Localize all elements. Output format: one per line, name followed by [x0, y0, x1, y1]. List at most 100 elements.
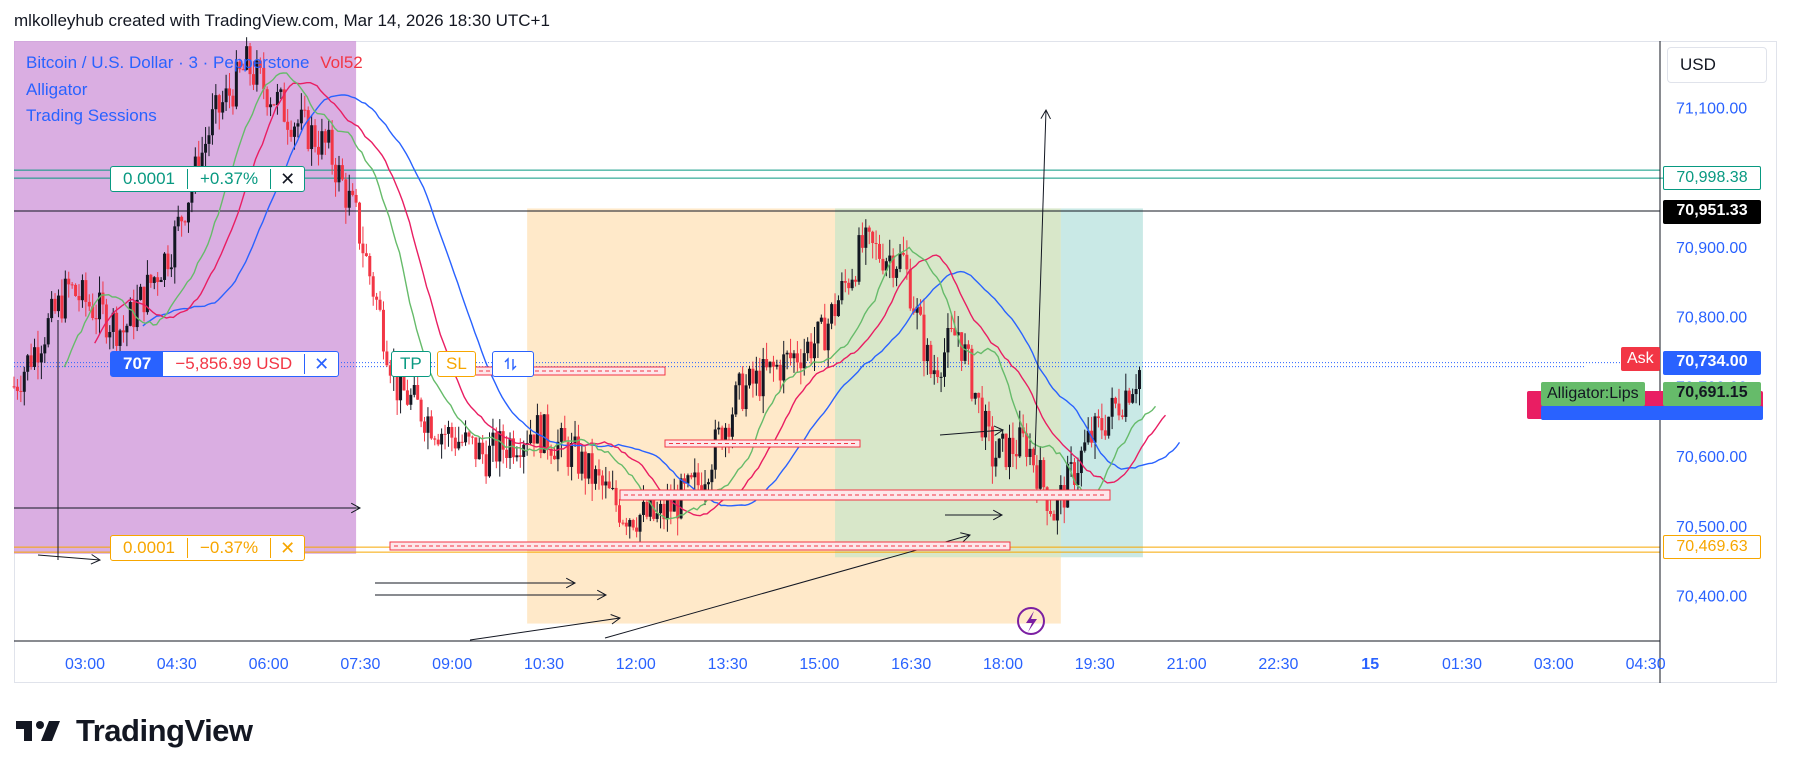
candle-body	[378, 299, 382, 310]
add-tp-button[interactable]: TP	[391, 351, 431, 377]
candle-body	[819, 317, 823, 322]
candle-body	[932, 370, 936, 375]
candle-body	[994, 457, 998, 467]
legend-sessions[interactable]: Trading Sessions	[26, 106, 157, 125]
candle-body	[1066, 463, 1070, 508]
candle-body	[1120, 415, 1124, 417]
candle-body	[279, 89, 283, 92]
candle-body	[1086, 430, 1090, 443]
candle-body	[936, 370, 940, 378]
candle-body	[234, 61, 238, 107]
drawn-arrow	[469, 617, 621, 641]
stop-loss-box[interactable]: 0.0001 −0.37% ✕	[110, 535, 306, 561]
symbol-name[interactable]: Bitcoin / U.S. Dollar · 3 · Pepperstone	[26, 53, 310, 72]
candle-body	[782, 354, 786, 381]
candle-body	[676, 495, 680, 519]
candle-body	[293, 126, 297, 137]
candle-body	[785, 352, 789, 355]
candle-body	[22, 371, 26, 392]
take-profit-box[interactable]: 0.0001 +0.37% ✕	[110, 166, 306, 192]
candle-body	[405, 390, 409, 405]
candle-body	[217, 95, 221, 113]
candle-body	[344, 179, 348, 208]
position-box[interactable]: 707 −5,856.99 USD ✕	[110, 351, 340, 377]
legend-symbol[interactable]: Bitcoin / U.S. Dollar · 3 · Pepperstone …	[26, 53, 363, 73]
candle-body	[91, 306, 95, 319]
candle-body	[908, 269, 912, 309]
y-tick-label: 70,400.00	[1676, 589, 1747, 606]
candle-body	[535, 415, 539, 444]
candle-body	[850, 279, 854, 289]
lips-price-tag: 70,691.15	[1663, 382, 1761, 406]
candle-body	[843, 280, 847, 283]
candle-body	[210, 109, 214, 136]
candle-body	[802, 353, 806, 369]
candle-body	[190, 186, 194, 203]
candle-body	[104, 304, 108, 338]
candle-body	[443, 433, 447, 435]
tradingview-logo[interactable]: TradingView	[16, 713, 253, 749]
candle-body	[361, 243, 365, 254]
candle-body	[231, 95, 235, 107]
candle-body	[888, 255, 892, 262]
close-icon[interactable]: ✕	[280, 537, 296, 558]
candle-body	[860, 235, 864, 248]
candle-body	[970, 348, 974, 399]
candle-body	[638, 514, 642, 532]
position-pnl: −5,856.99 USD	[163, 354, 306, 374]
candle-body	[857, 235, 861, 282]
reverse-icon-glyph	[504, 357, 517, 371]
candle-body	[748, 368, 752, 386]
close-icon[interactable]: ✕	[280, 168, 296, 189]
candle-body	[399, 369, 403, 401]
candle-body	[744, 385, 748, 410]
candle-body	[53, 298, 57, 312]
candle-body	[334, 164, 338, 183]
candle-body	[604, 481, 608, 486]
candle-body	[33, 347, 37, 367]
candle-body	[946, 328, 950, 353]
candle-body	[176, 216, 180, 227]
candle-body	[1127, 390, 1131, 403]
candle-body	[310, 125, 314, 150]
candle-body	[94, 318, 98, 320]
arrow-head	[596, 589, 608, 601]
x-tick-label: 12:00	[616, 656, 656, 673]
candle-body	[539, 415, 543, 454]
candle-body	[320, 131, 324, 155]
candle-body	[915, 306, 919, 313]
tp-button-label: TP	[400, 354, 422, 373]
candle-body	[713, 429, 717, 470]
candle-body	[669, 499, 673, 512]
legend-alligator[interactable]: Alligator	[26, 80, 88, 99]
candle-body	[477, 442, 481, 460]
candle-body	[1042, 460, 1046, 488]
currency-selector[interactable]: USD	[1667, 47, 1767, 83]
candle-body	[248, 46, 252, 75]
drawn-arrow	[939, 429, 1004, 436]
close-icon[interactable]: ✕	[314, 353, 330, 374]
reverse-icon[interactable]	[492, 351, 534, 377]
candle-body	[741, 373, 745, 410]
jaw-tag-bg	[1541, 406, 1763, 420]
candle-body	[412, 385, 416, 395]
candle-body	[1079, 450, 1083, 474]
candle-body	[854, 279, 858, 282]
candle-body	[262, 67, 266, 90]
candle-body	[1049, 510, 1053, 514]
candle-body	[1137, 370, 1141, 390]
candle-body	[751, 368, 755, 384]
candle-body	[963, 344, 967, 361]
y-tick-label: 70,600.00	[1676, 449, 1747, 466]
add-sl-button[interactable]: SL	[437, 351, 476, 377]
candle-body	[395, 365, 399, 401]
candle-body	[303, 109, 307, 111]
candle-body	[696, 472, 700, 486]
candle-body	[296, 123, 300, 127]
candle-body	[272, 104, 276, 106]
volume-label[interactable]: Vol52	[320, 53, 363, 72]
candle-body	[423, 421, 427, 433]
candle-body	[580, 451, 584, 474]
candle-body	[871, 231, 875, 244]
